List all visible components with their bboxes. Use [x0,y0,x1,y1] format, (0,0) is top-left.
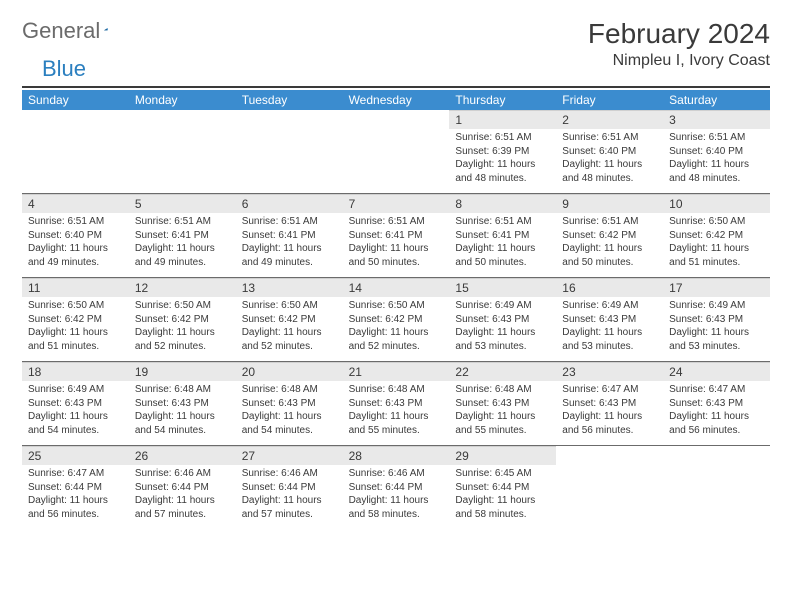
logo-text-b: Blue [42,56,86,81]
day-detail: Sunrise: 6:50 AMSunset: 6:42 PMDaylight:… [663,213,770,275]
day-number: 5 [129,194,236,213]
day-number: 3 [663,110,770,129]
day-number: 22 [449,362,556,381]
day-header: Friday [556,90,663,110]
title-block: February 2024 Nimpleu I, Ivory Coast [588,18,770,70]
day-detail: Sunrise: 6:51 AMSunset: 6:41 PMDaylight:… [236,213,343,275]
day-detail: Sunrise: 6:49 AMSunset: 6:43 PMDaylight:… [449,297,556,359]
day-number: 20 [236,362,343,381]
day-detail: Sunrise: 6:47 AMSunset: 6:43 PMDaylight:… [556,381,663,443]
week-number-row: 2526272829 [22,446,770,465]
day-detail: Sunrise: 6:48 AMSunset: 6:43 PMDaylight:… [449,381,556,443]
day-number: 19 [129,362,236,381]
day-detail: Sunrise: 6:51 AMSunset: 6:41 PMDaylight:… [129,213,236,275]
day-detail: Sunrise: 6:50 AMSunset: 6:42 PMDaylight:… [343,297,450,359]
week-number-row: 123 [22,110,770,129]
day-number: 12 [129,278,236,297]
header: General February 2024 Nimpleu I, Ivory C… [22,18,770,70]
day-detail: Sunrise: 6:50 AMSunset: 6:42 PMDaylight:… [22,297,129,359]
day-detail: Sunrise: 6:51 AMSunset: 6:40 PMDaylight:… [663,129,770,191]
day-detail: Sunrise: 6:50 AMSunset: 6:42 PMDaylight:… [236,297,343,359]
day-number: 16 [556,278,663,297]
day-number: 13 [236,278,343,297]
calendar-page: General February 2024 Nimpleu I, Ivory C… [0,0,792,545]
day-detail [343,129,450,191]
week-detail-row: Sunrise: 6:47 AMSunset: 6:44 PMDaylight:… [22,465,770,527]
day-header: Saturday [663,90,770,110]
day-number [236,110,343,129]
day-detail: Sunrise: 6:47 AMSunset: 6:44 PMDaylight:… [22,465,129,527]
day-detail: Sunrise: 6:50 AMSunset: 6:42 PMDaylight:… [129,297,236,359]
day-detail: Sunrise: 6:46 AMSunset: 6:44 PMDaylight:… [343,465,450,527]
day-number [343,110,450,129]
day-number [129,110,236,129]
day-number: 24 [663,362,770,381]
day-detail: Sunrise: 6:48 AMSunset: 6:43 PMDaylight:… [129,381,236,443]
day-detail: Sunrise: 6:51 AMSunset: 6:42 PMDaylight:… [556,213,663,275]
day-number: 26 [129,446,236,465]
week-number-row: 11121314151617 [22,278,770,297]
day-detail: Sunrise: 6:46 AMSunset: 6:44 PMDaylight:… [129,465,236,527]
week-detail-row: Sunrise: 6:49 AMSunset: 6:43 PMDaylight:… [22,381,770,443]
day-number: 8 [449,194,556,213]
month-title: February 2024 [588,18,770,50]
calendar-grid: SundayMondayTuesdayWednesdayThursdayFrid… [22,90,770,527]
day-number: 4 [22,194,129,213]
day-detail: Sunrise: 6:51 AMSunset: 6:41 PMDaylight:… [449,213,556,275]
day-detail: Sunrise: 6:47 AMSunset: 6:43 PMDaylight:… [663,381,770,443]
logo-text-a: General [22,18,100,44]
day-number: 18 [22,362,129,381]
day-detail [22,129,129,191]
day-header: Thursday [449,90,556,110]
day-detail [556,465,663,527]
day-detail: Sunrise: 6:46 AMSunset: 6:44 PMDaylight:… [236,465,343,527]
day-number: 10 [663,194,770,213]
day-detail: Sunrise: 6:48 AMSunset: 6:43 PMDaylight:… [343,381,450,443]
day-header: Wednesday [343,90,450,110]
day-number: 7 [343,194,450,213]
day-number: 21 [343,362,450,381]
week-number-row: 18192021222324 [22,362,770,381]
day-detail: Sunrise: 6:51 AMSunset: 6:40 PMDaylight:… [556,129,663,191]
day-detail: Sunrise: 6:51 AMSunset: 6:40 PMDaylight:… [22,213,129,275]
day-detail: Sunrise: 6:45 AMSunset: 6:44 PMDaylight:… [449,465,556,527]
day-number: 2 [556,110,663,129]
day-detail: Sunrise: 6:49 AMSunset: 6:43 PMDaylight:… [22,381,129,443]
week-detail-row: Sunrise: 6:51 AMSunset: 6:39 PMDaylight:… [22,129,770,191]
week-detail-row: Sunrise: 6:51 AMSunset: 6:40 PMDaylight:… [22,213,770,275]
day-number: 15 [449,278,556,297]
day-number: 29 [449,446,556,465]
day-detail: Sunrise: 6:51 AMSunset: 6:41 PMDaylight:… [343,213,450,275]
day-header: Sunday [22,90,129,110]
day-detail: Sunrise: 6:49 AMSunset: 6:43 PMDaylight:… [663,297,770,359]
day-detail [129,129,236,191]
day-number: 11 [22,278,129,297]
day-number [22,110,129,129]
day-number: 23 [556,362,663,381]
week-detail-row: Sunrise: 6:50 AMSunset: 6:42 PMDaylight:… [22,297,770,359]
day-detail: Sunrise: 6:48 AMSunset: 6:43 PMDaylight:… [236,381,343,443]
day-number: 28 [343,446,450,465]
day-number: 25 [22,446,129,465]
logo-triangle-icon [104,21,108,37]
header-rule [22,86,770,88]
week-number-row: 45678910 [22,194,770,213]
day-detail [236,129,343,191]
location: Nimpleu I, Ivory Coast [588,52,770,70]
day-number: 27 [236,446,343,465]
day-number [663,446,770,465]
day-number: 6 [236,194,343,213]
day-header: Monday [129,90,236,110]
day-detail [663,465,770,527]
day-number [556,446,663,465]
day-number: 1 [449,110,556,129]
day-number: 14 [343,278,450,297]
logo: General [22,18,128,44]
day-number: 17 [663,278,770,297]
day-detail: Sunrise: 6:49 AMSunset: 6:43 PMDaylight:… [556,297,663,359]
day-header: Tuesday [236,90,343,110]
day-detail: Sunrise: 6:51 AMSunset: 6:39 PMDaylight:… [449,129,556,191]
day-number: 9 [556,194,663,213]
day-header-row: SundayMondayTuesdayWednesdayThursdayFrid… [22,90,770,110]
